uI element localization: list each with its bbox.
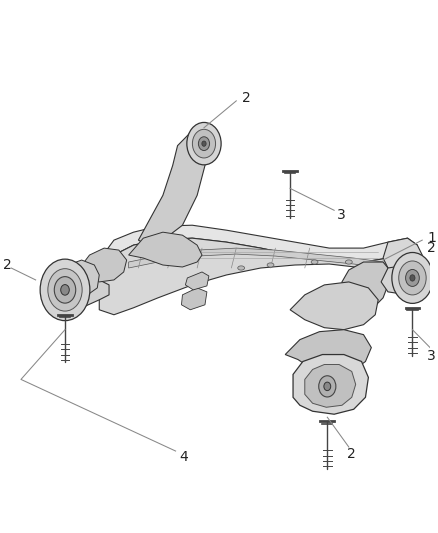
- Ellipse shape: [346, 260, 352, 264]
- Circle shape: [406, 270, 419, 286]
- Circle shape: [61, 285, 69, 295]
- Polygon shape: [290, 282, 378, 330]
- Circle shape: [192, 130, 215, 158]
- Polygon shape: [80, 248, 127, 282]
- Polygon shape: [46, 265, 109, 312]
- Polygon shape: [305, 365, 356, 407]
- Polygon shape: [138, 129, 212, 248]
- Ellipse shape: [238, 266, 244, 270]
- Text: 3: 3: [337, 208, 346, 222]
- Circle shape: [187, 123, 221, 165]
- Circle shape: [399, 261, 426, 295]
- Ellipse shape: [311, 260, 318, 264]
- Polygon shape: [181, 288, 207, 310]
- Polygon shape: [58, 260, 99, 296]
- Circle shape: [198, 137, 209, 150]
- Circle shape: [54, 277, 76, 303]
- Polygon shape: [129, 232, 202, 267]
- Text: 2: 2: [347, 447, 356, 461]
- Polygon shape: [99, 225, 417, 280]
- Circle shape: [324, 382, 331, 391]
- Circle shape: [40, 259, 90, 321]
- Text: 4: 4: [180, 450, 188, 464]
- Circle shape: [48, 269, 82, 311]
- Polygon shape: [285, 330, 371, 375]
- Polygon shape: [185, 272, 209, 290]
- Circle shape: [392, 253, 433, 303]
- Circle shape: [202, 141, 206, 146]
- Text: 1: 1: [427, 231, 436, 245]
- Text: 3: 3: [427, 349, 436, 362]
- Polygon shape: [381, 265, 429, 295]
- Polygon shape: [129, 248, 383, 268]
- Text: 2: 2: [242, 91, 251, 105]
- Polygon shape: [293, 354, 368, 414]
- Polygon shape: [342, 262, 388, 312]
- Polygon shape: [383, 238, 422, 290]
- Text: 2: 2: [4, 258, 12, 272]
- Polygon shape: [99, 238, 417, 315]
- Text: 2: 2: [427, 241, 436, 255]
- Circle shape: [319, 376, 336, 397]
- Circle shape: [410, 274, 415, 281]
- Ellipse shape: [267, 263, 274, 267]
